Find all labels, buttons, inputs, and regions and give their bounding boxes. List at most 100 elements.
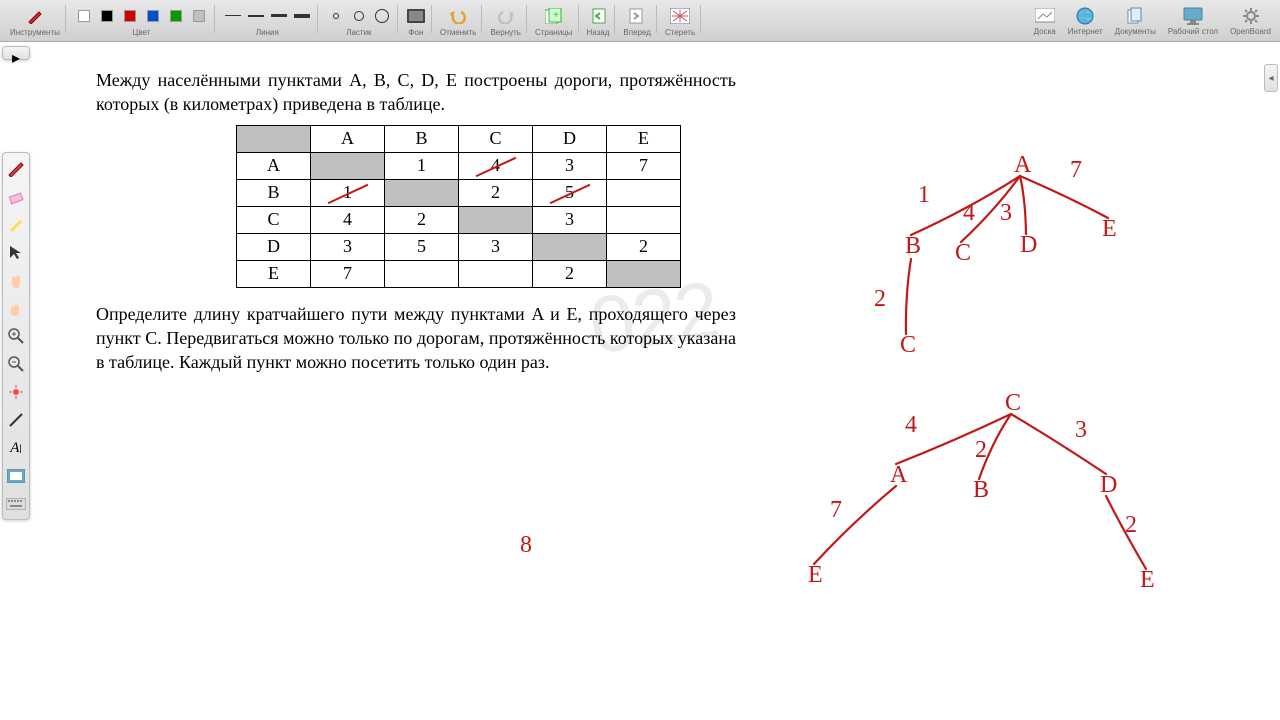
table-cell: 5 — [385, 233, 459, 260]
svg-text:3: 3 — [1000, 200, 1012, 226]
board-mode-button[interactable]: Доска — [1029, 5, 1061, 36]
pen-tool-icon[interactable] — [25, 6, 45, 26]
task-paragraph-2: Определите длину кратчайшего пути между … — [96, 302, 736, 375]
task-paragraph-1: Между населёнными пунктами A, B, C, D, E… — [96, 68, 736, 117]
eraser-s-icon[interactable] — [326, 6, 346, 26]
hand-grab-dock-icon[interactable] — [5, 297, 27, 319]
svg-text:4: 4 — [905, 412, 917, 438]
pen-dock-icon[interactable] — [5, 157, 27, 179]
line-thin-icon[interactable] — [223, 6, 243, 26]
table-header-cell: A — [311, 125, 385, 152]
table-cell: 2 — [385, 206, 459, 233]
table-header-cell: E — [607, 125, 681, 152]
toolbar-line-label: Линия — [256, 28, 279, 37]
toolbar-erase-label: Стереть — [665, 28, 695, 37]
color-swatch[interactable] — [74, 6, 94, 26]
capture-dock-icon[interactable] — [5, 465, 27, 487]
background-icon[interactable] — [406, 6, 426, 26]
svg-text:2: 2 — [975, 437, 987, 463]
table-row-label: A — [237, 152, 311, 179]
left-dock-handle[interactable]: ▸ — [2, 46, 30, 60]
line-thick-icon[interactable] — [269, 6, 289, 26]
internet-button[interactable]: Интернет — [1063, 5, 1108, 36]
table-cell: 1 — [311, 179, 385, 206]
svg-text:C: C — [900, 332, 916, 358]
desktop-button[interactable]: Рабочий стол — [1163, 5, 1223, 36]
line-med-icon[interactable] — [246, 6, 266, 26]
toolbar-back-label: Назад — [587, 28, 610, 37]
table-cell: 4 — [311, 206, 385, 233]
undo-icon[interactable] — [448, 6, 468, 26]
redo-icon[interactable] — [496, 6, 516, 26]
table-header-cell — [237, 125, 311, 152]
line-dock-icon[interactable] — [5, 409, 27, 431]
toolbar-line-group: Линия — [217, 0, 318, 41]
toolbar-bg-label: Фон — [408, 28, 423, 37]
right-dock-handle[interactable]: ◂ — [1264, 64, 1278, 92]
toolbar-erase-group: Стереть — [659, 0, 701, 41]
line-xthick-icon[interactable] — [292, 6, 312, 26]
documents-button[interactable]: Документы — [1110, 5, 1161, 36]
svg-text:+: + — [553, 10, 559, 21]
table-cell: 3 — [311, 233, 385, 260]
zoom-in-dock-icon[interactable] — [5, 325, 27, 347]
pages-icon[interactable]: + — [544, 6, 564, 26]
toolbar-eraser-group: Ластик — [320, 0, 398, 41]
svg-text:B: B — [905, 233, 921, 259]
color-swatch[interactable] — [97, 6, 117, 26]
table-cell — [607, 206, 681, 233]
toolbar-color-group: Цвет — [68, 0, 215, 41]
table-cell: 4 — [459, 152, 533, 179]
table-cell — [533, 233, 607, 260]
color-swatch[interactable] — [189, 6, 209, 26]
table-cell: 2 — [533, 260, 607, 287]
board-icon — [1034, 5, 1056, 27]
svg-text:C: C — [955, 240, 971, 266]
hand-play-dock-icon[interactable] — [5, 269, 27, 291]
color-swatch[interactable] — [120, 6, 140, 26]
keyboard-dock-icon[interactable] — [5, 493, 27, 515]
selector-dock-icon[interactable] — [5, 241, 27, 263]
eraser-m-icon[interactable] — [349, 6, 369, 26]
svg-text:C: C — [1005, 390, 1021, 416]
toolbar-bg-group: Фон — [400, 0, 432, 41]
marker-dock-icon[interactable] — [5, 213, 27, 235]
svg-text:2: 2 — [1125, 512, 1137, 538]
page-back-icon[interactable] — [588, 6, 608, 26]
eraser-l-icon[interactable] — [372, 6, 392, 26]
table-cell: 3 — [533, 206, 607, 233]
zoom-out-dock-icon[interactable] — [5, 353, 27, 375]
toolbar-right-group: Доска Интернет Документы Рабочий стол Op… — [1029, 5, 1276, 36]
globe-icon — [1074, 5, 1096, 27]
table-cell — [459, 260, 533, 287]
table-cell: 5 — [533, 179, 607, 206]
color-swatch[interactable] — [166, 6, 186, 26]
toolbar-undo-label: Отменить — [440, 28, 477, 37]
toolbar-pages-label: Страницы — [535, 28, 573, 37]
svg-text:D: D — [1100, 472, 1117, 498]
page-fwd-icon[interactable] — [627, 6, 647, 26]
eraser-dock-icon[interactable] — [5, 185, 27, 207]
table-header-cell: C — [459, 125, 533, 152]
canvas-area[interactable]: ▸ ◂ A| Между населёнными пунктами A, B, … — [0, 42, 1280, 720]
toolbar-fwd-group: Вперед — [617, 0, 657, 41]
toolbar-fwd-label: Вперед — [623, 28, 651, 37]
table-cell — [385, 260, 459, 287]
table-header-cell: B — [385, 125, 459, 152]
table-cell — [459, 206, 533, 233]
erase-all-icon[interactable] — [670, 6, 690, 26]
color-swatch[interactable] — [143, 6, 163, 26]
toolbar-back-group: Назад — [581, 0, 616, 41]
svg-text:8: 8 — [520, 532, 532, 558]
text-dock-icon[interactable]: A| — [5, 437, 27, 459]
openboard-button[interactable]: OpenBoard — [1225, 5, 1276, 36]
svg-text:7: 7 — [1070, 157, 1082, 183]
left-tools-dock: A| — [2, 152, 30, 520]
toolbar-tools-group: Инструменты — [4, 0, 66, 41]
svg-text:1: 1 — [918, 182, 930, 208]
table-cell: 2 — [459, 179, 533, 206]
svg-text:E: E — [1140, 567, 1155, 593]
table-header-cell: D — [533, 125, 607, 152]
laser-dock-icon[interactable] — [5, 381, 27, 403]
svg-text:3: 3 — [1075, 417, 1087, 443]
